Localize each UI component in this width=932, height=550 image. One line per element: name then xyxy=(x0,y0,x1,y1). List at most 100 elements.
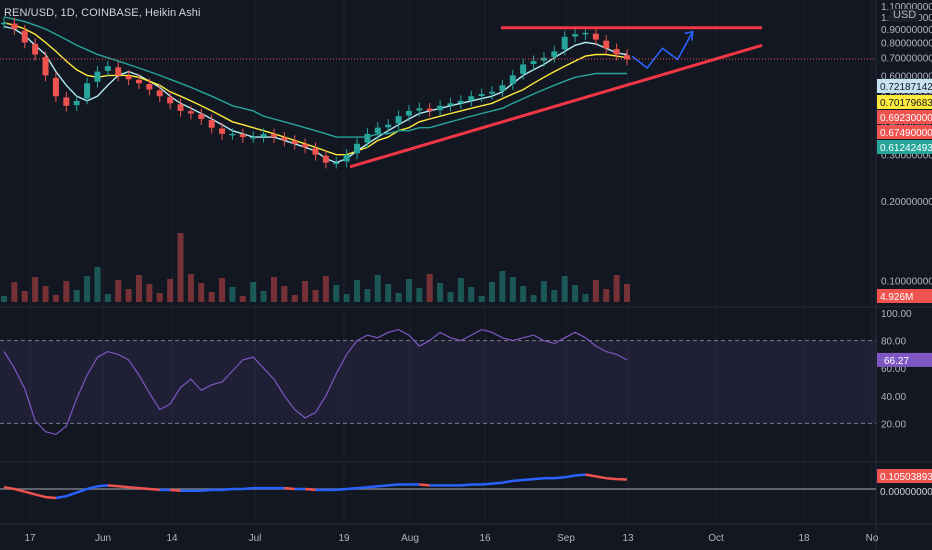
price-axis[interactable]: 1.100000001.000000000.900000000.80000000… xyxy=(877,2,932,303)
candle-body xyxy=(530,61,537,65)
volume-bar xyxy=(229,287,236,302)
oscillator-segment xyxy=(24,490,36,496)
candle-body xyxy=(32,43,39,55)
oscillator-segment xyxy=(201,488,212,493)
candle-body xyxy=(94,71,101,82)
volume-bar xyxy=(208,292,215,302)
volume-bar xyxy=(219,278,226,302)
oscillator-segment xyxy=(149,487,160,492)
candle-body xyxy=(260,133,267,137)
candle-body xyxy=(364,133,371,143)
volume-bar xyxy=(322,276,329,302)
volume-bar xyxy=(592,280,599,302)
oscillator-segment xyxy=(34,493,46,499)
candle-body xyxy=(250,137,257,139)
price-tick-label: 0.70000000 xyxy=(881,54,932,65)
candle-body xyxy=(312,148,319,155)
volume-bar xyxy=(478,296,485,302)
volume-bar xyxy=(613,275,620,302)
candle-body xyxy=(146,84,153,90)
time-axis[interactable]: 17 Jun 14 Jul 19 Aug 16 Sep 13 Oct 18 No xyxy=(24,533,878,544)
volume-bar xyxy=(551,290,558,302)
oscillator-segment xyxy=(55,494,67,500)
volume-bar xyxy=(73,290,80,302)
price-tag-value: 0.70179683 xyxy=(880,98,932,109)
volume-bar xyxy=(582,294,589,302)
volume-bars xyxy=(1,233,630,302)
price-tag-value: 0.67490000 xyxy=(880,128,932,139)
oscillator-segment xyxy=(419,483,430,487)
candle-body xyxy=(374,127,381,134)
volume-bar xyxy=(115,280,122,302)
candle-body xyxy=(478,93,485,96)
oscillator-segment xyxy=(595,475,607,480)
oscillator-segment xyxy=(460,483,472,487)
candle-body xyxy=(343,154,350,162)
oscillator-segment xyxy=(346,486,358,491)
volume-bar xyxy=(530,295,537,302)
rsi-line xyxy=(3,328,628,436)
time-tick-label: 18 xyxy=(798,533,810,544)
volume-bar xyxy=(437,283,444,302)
volume-bar xyxy=(167,279,174,302)
candle-body xyxy=(489,91,496,94)
candle-body xyxy=(582,32,589,35)
price-tick-label: 0.20000000 xyxy=(881,197,932,208)
candle-body xyxy=(405,110,412,116)
candle-body xyxy=(239,134,246,138)
support-trendline xyxy=(349,43,763,169)
volume-bar xyxy=(84,276,91,302)
time-tick-label: Aug xyxy=(401,533,419,544)
price-tick-label: 0.60000000 xyxy=(881,71,932,82)
oscillator-segment xyxy=(65,491,78,498)
volume-bar xyxy=(468,287,475,302)
volume-bar xyxy=(270,277,277,302)
volume-bar xyxy=(343,294,350,302)
oscillator-pane: 0.10503893 0.00000000 xyxy=(0,469,932,500)
candle-body xyxy=(135,79,142,84)
grid-lines xyxy=(29,0,873,524)
price-tag-value: 0.61242493 xyxy=(880,143,932,154)
oscillator-segment xyxy=(481,482,493,486)
oscillator-zero-tag xyxy=(877,484,932,498)
volume-tag-value: 4.926M xyxy=(880,292,913,303)
oscillator-segment xyxy=(305,487,316,492)
candle-body xyxy=(561,36,568,50)
volume-bar xyxy=(250,282,257,302)
candle-body xyxy=(520,64,527,74)
oscillator-segment xyxy=(356,485,368,490)
time-tick-label: 17 xyxy=(24,533,36,544)
price-tag-value: 0.69230000 xyxy=(880,113,932,124)
volume-bar xyxy=(104,294,111,302)
volume-bar xyxy=(354,280,361,302)
price-tag-value: 0.72187142 xyxy=(880,82,932,93)
oscillator-segment xyxy=(76,487,88,494)
volume-bar xyxy=(291,295,298,302)
volume-bar xyxy=(426,274,433,302)
volume-bar xyxy=(447,292,454,302)
volume-tag xyxy=(877,289,932,303)
candle-body xyxy=(592,33,599,40)
rsi-value-tag xyxy=(877,352,932,367)
volume-bar xyxy=(302,281,309,302)
price-tick-label: 0.90000000 xyxy=(881,25,932,36)
price-tick-label: 0.80000000 xyxy=(881,38,932,49)
volume-bar xyxy=(624,284,630,302)
candle-body xyxy=(177,104,184,111)
volume-bar xyxy=(416,288,423,302)
price-tick-label: 0.30000000 xyxy=(881,151,932,162)
volume-bar xyxy=(156,293,163,302)
price-tag xyxy=(877,79,932,93)
price-tag xyxy=(877,125,932,139)
volume-bar xyxy=(385,284,392,302)
drawing-annotations xyxy=(0,26,876,169)
volume-bar xyxy=(187,274,194,302)
candle-body xyxy=(416,108,423,111)
volume-bar xyxy=(21,291,28,302)
oscillator-segment xyxy=(512,478,524,483)
candle-body xyxy=(52,77,59,97)
oscillator-segment xyxy=(491,481,503,485)
volume-bar xyxy=(239,296,246,302)
